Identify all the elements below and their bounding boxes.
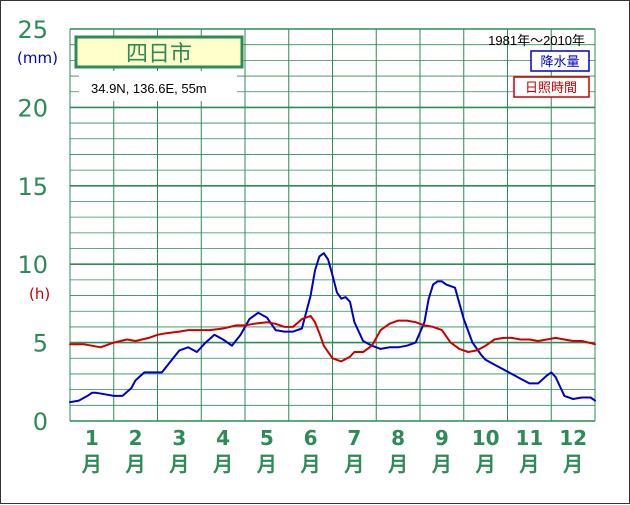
x-tick-month-number: 8 (391, 426, 405, 450)
x-tick-month-unit: 月 (518, 452, 539, 476)
sunshine-unit-label: (h) (29, 285, 50, 303)
location-box (79, 71, 237, 101)
sunshine-series-line (69, 314, 596, 363)
period-label: 1981年〜2010年 (488, 33, 585, 48)
x-tick-month-unit: 月 (212, 452, 233, 476)
y-tick-label: 0 (33, 408, 48, 436)
precip-unit-label: (mm) (17, 49, 58, 67)
y-tick-label: 25 (17, 16, 48, 44)
precipitation-series-line (69, 252, 596, 404)
x-tick-month-unit: 月 (300, 452, 321, 476)
x-tick-month-number: 5 (260, 426, 274, 450)
x-tick-month-unit: 月 (256, 452, 277, 476)
x-tick-month-number: 2 (129, 426, 143, 450)
x-tick-month-unit: 月 (81, 452, 102, 476)
x-tick-month-unit: 月 (343, 452, 364, 476)
legend-precip-label: 降水量 (540, 55, 579, 70)
x-tick-month-unit: 月 (431, 452, 452, 476)
legend-precip-box (530, 50, 590, 72)
series-group (69, 252, 596, 404)
legend-sunshine-label: 日照時間 (525, 81, 577, 96)
y-tick-label: 20 (17, 94, 48, 122)
x-tick-month-number: 12 (559, 426, 587, 450)
x-tick-month-number: 11 (515, 426, 543, 450)
y-tick-label: 5 (33, 330, 48, 358)
title-box (74, 35, 244, 69)
x-tick-month-number: 10 (472, 426, 500, 450)
x-tick-month-number: 3 (172, 426, 186, 450)
x-tick-month-number: 6 (304, 426, 318, 450)
x-tick-month-unit: 月 (125, 452, 146, 476)
grid (69, 28, 596, 422)
x-tick-month-unit: 月 (387, 452, 408, 476)
x-tick-month-unit: 月 (562, 452, 583, 476)
legend-sunshine-box (513, 76, 590, 98)
x-tick-month-unit: 月 (475, 452, 496, 476)
y-axis-ticks: 0 5 10 15 20 25 (17, 16, 48, 436)
y-tick-label: 10 (17, 251, 48, 279)
x-tick-month-number: 7 (347, 426, 361, 450)
x-tick-month-unit: 月 (168, 452, 189, 476)
x-tick-month-number: 4 (216, 426, 230, 450)
x-tick-month-number: 9 (435, 426, 449, 450)
x-tick-month-number: 1 (85, 426, 99, 450)
location-label: 34.9N, 136.6E, 55m (91, 81, 207, 96)
y-tick-label: 15 (17, 173, 48, 201)
chart-title: 四日市 (126, 42, 192, 67)
